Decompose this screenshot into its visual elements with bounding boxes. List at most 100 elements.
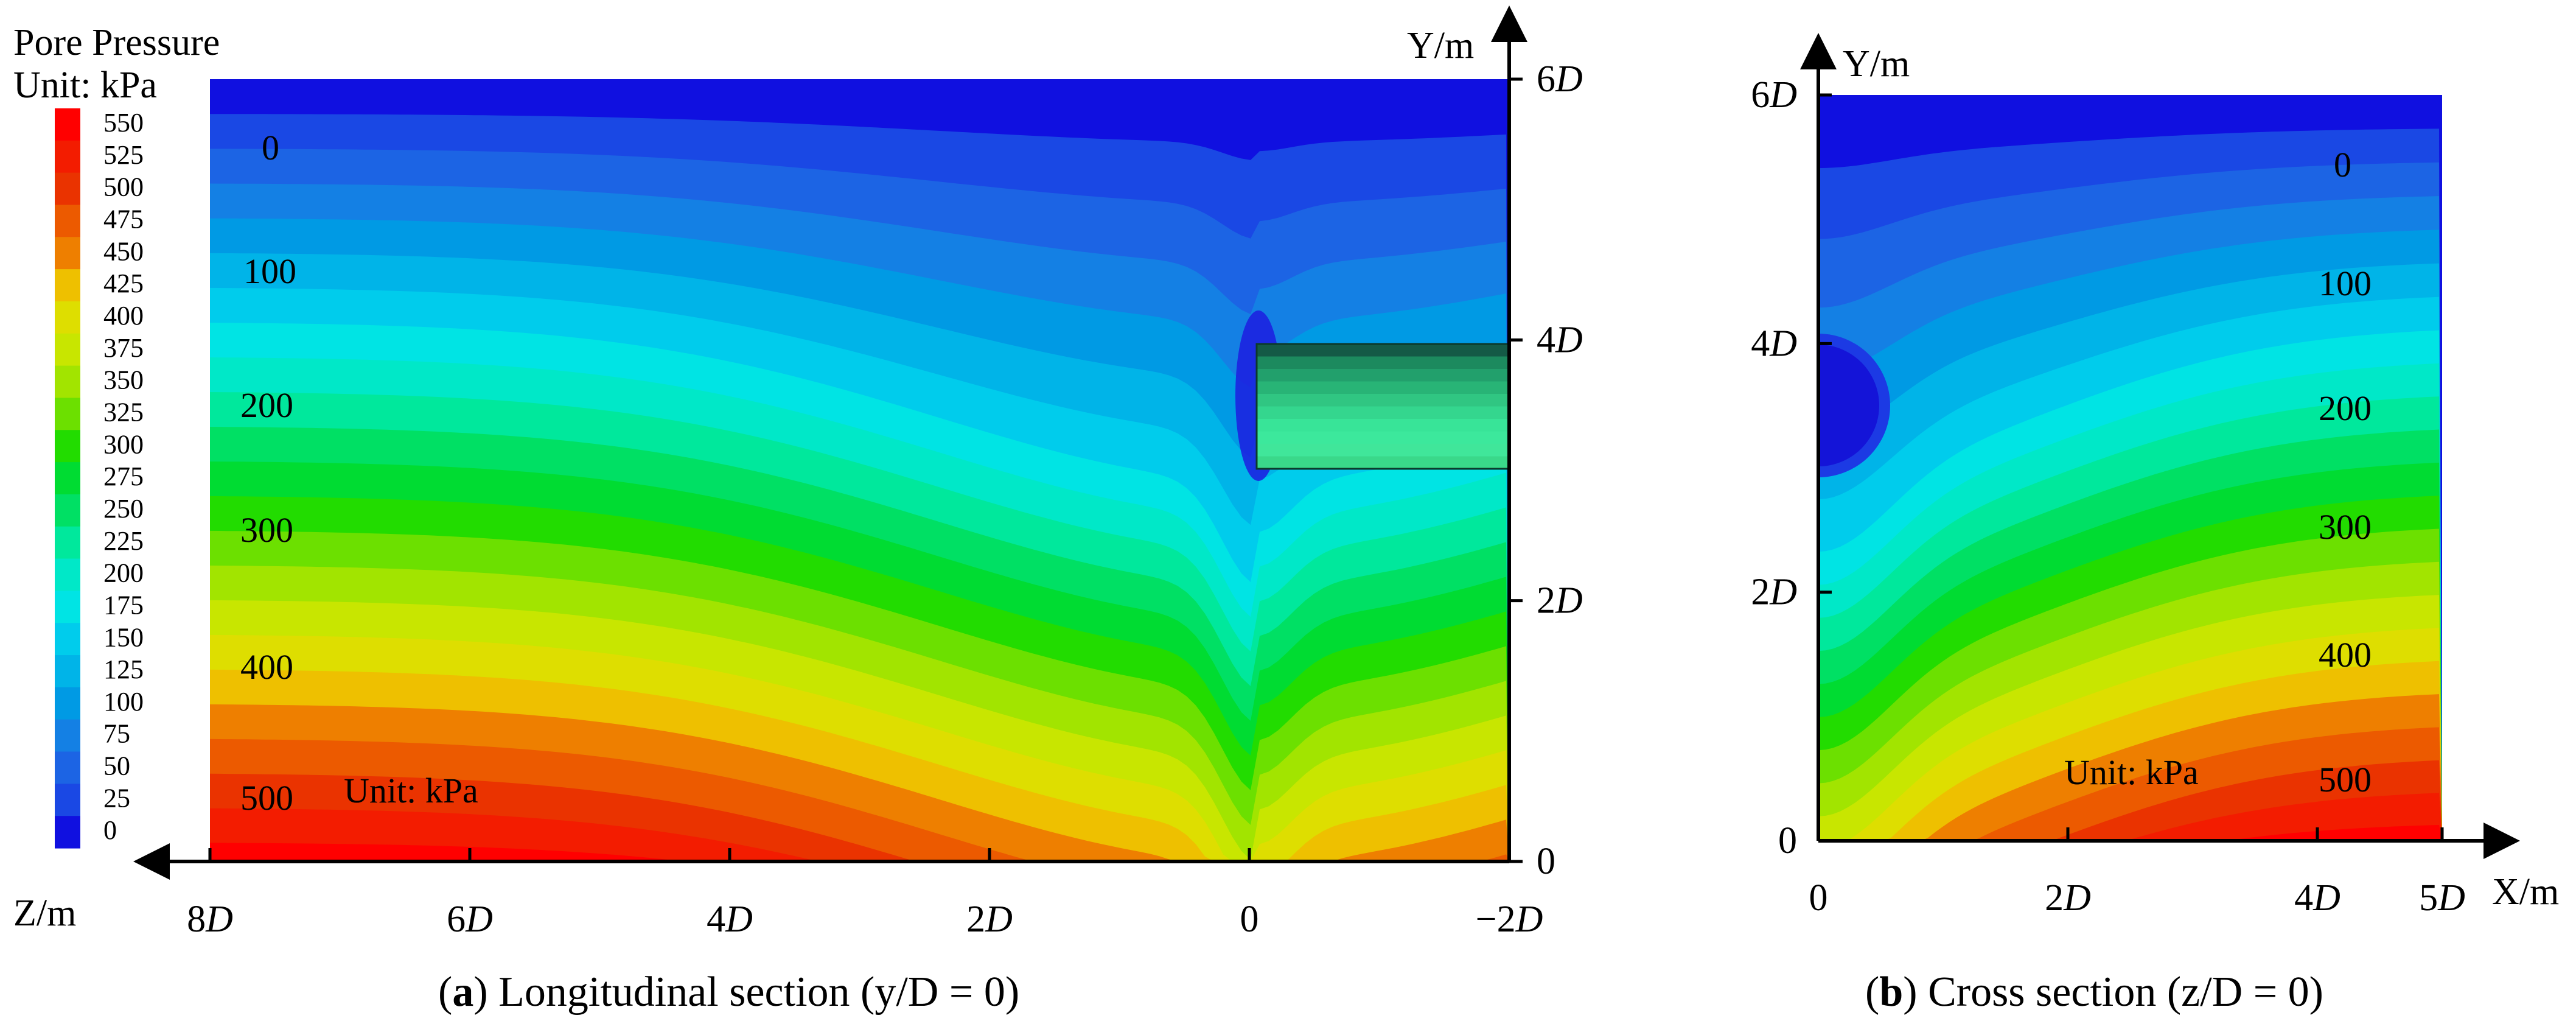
x-tick-label-b: 4D: [2294, 877, 2340, 919]
legend-level-label: 300: [103, 429, 144, 459]
legend-level-label: 150: [103, 622, 144, 652]
unit-label-a: Unit: kPa: [344, 771, 478, 810]
caption-b-condition: (z/D = 0): [2167, 969, 2323, 1016]
legend-title: Pore Pressure: [13, 22, 220, 63]
caption-a-label: a: [452, 969, 473, 1016]
legend-swatch: [55, 591, 80, 623]
legend-swatch: [55, 108, 80, 141]
legend-swatch: [55, 526, 80, 560]
legend-swatch: [55, 623, 80, 656]
contour-labels-a: 0 100 200 300 400 500: [240, 128, 296, 818]
legend-level-label: 175: [103, 590, 144, 620]
legend-swatch: [55, 172, 80, 206]
panel-cross-section: 0 100 200 300 400 500 0 2D 4D 5D 0 2D 4D 6D Unit: kP…: [1751, 33, 2559, 1016]
legend-level-label: 350: [103, 365, 144, 395]
legend-swatch: [55, 558, 80, 591]
x-tick-label-a: 6D: [447, 899, 493, 940]
y-tick-label-a: 0: [1537, 841, 1555, 882]
contour-label: 500: [240, 778, 293, 818]
unit-label-b: Unit: kPa: [2064, 753, 2199, 792]
legend-level-label: 400: [103, 301, 144, 331]
legend-level-label: 550: [103, 108, 144, 138]
contour-label: 0: [2334, 145, 2351, 184]
legend-swatch: [55, 687, 80, 720]
legend-level-label: 250: [103, 494, 144, 524]
y-tick-label-a: 2D: [1537, 580, 1583, 622]
tunnel-lining-stripe: [1257, 456, 1509, 469]
legend-level-label: 375: [103, 333, 144, 363]
legend-level-label: 325: [103, 397, 144, 427]
contour-bands-b: [1818, 95, 2442, 841]
y-tick-label-b: 6D: [1751, 74, 1797, 116]
contour-label: 200: [240, 385, 293, 425]
legend-level-label: 525: [103, 140, 144, 170]
legend-swatch: [55, 430, 80, 463]
contour-label: 300: [2319, 507, 2372, 547]
contour-band: [210, 807, 1509, 861]
legend-level-label: 0: [103, 815, 117, 845]
legend-swatch: [55, 205, 80, 237]
legend-level-label: 450: [103, 236, 144, 266]
y-tick-label-b: 0: [1778, 820, 1797, 861]
tunnel-lining-stripe: [1257, 419, 1509, 432]
legend-unit: Unit: kPa: [13, 65, 157, 106]
legend-swatch: [55, 816, 80, 849]
axes-a: 8D 6D 4D 2D 0 −2D 0 2D 4D 6D: [133, 5, 1583, 940]
tunnel-lining-stripe: [1257, 369, 1509, 382]
legend-level-label: 275: [103, 461, 144, 491]
legend-level-label: 100: [103, 687, 144, 717]
contour-labels-b: 0 100 200 300 400 500: [2319, 145, 2372, 799]
tunnel-lining-stripe: [1257, 444, 1509, 457]
legend-swatches: [55, 108, 80, 849]
legend-swatch: [55, 140, 80, 174]
contour-bands-a: [210, 79, 1509, 861]
tunnel-lining-stripe: [1257, 381, 1509, 395]
caption-b: (b) Cross section (z/D = 0): [1865, 969, 2323, 1016]
legend-level-label: 500: [103, 172, 144, 202]
y-tick-label-a: 4D: [1537, 319, 1583, 360]
contour-band: [1818, 789, 2442, 841]
colorbar-legend: Pore Pressure Unit: kPa 5505255004754504…: [13, 22, 220, 849]
contour-band: [210, 842, 1509, 861]
y-axis-title-a: Y/m: [1407, 25, 1474, 66]
legend-swatch: [55, 494, 80, 527]
tunnel-section: [1818, 345, 1879, 466]
legend-swatch: [55, 365, 80, 399]
legend-swatch: [55, 655, 80, 688]
caption-a: (a) Longitudinal section (y/D = 0): [438, 969, 1019, 1016]
x-tick-label-a: 8D: [187, 899, 233, 940]
tunnel-outline: [1255, 343, 1509, 470]
contour-label: 500: [2319, 760, 2372, 799]
legend-level-label: 125: [103, 654, 144, 684]
contour-label: 200: [2319, 388, 2372, 428]
legend-level-label: 225: [103, 526, 144, 556]
axes-b: 0 2D 4D 5D 0 2D 4D 6D: [1751, 33, 2520, 919]
contour-label: 100: [243, 251, 296, 291]
x-tick-label-a: −2D: [1476, 899, 1543, 940]
legend-swatch: [55, 269, 80, 302]
legend-level-label: 25: [103, 783, 130, 813]
legend-swatch: [55, 784, 80, 816]
contour-label: 0: [262, 128, 279, 167]
legend-swatch: [55, 237, 80, 270]
y-axis-title-b: Y/m: [1843, 43, 1910, 85]
y-tick-label-b: 2D: [1751, 572, 1797, 613]
legend-level-label: 75: [103, 719, 130, 749]
caption-b-text: Cross section: [1928, 969, 2156, 1016]
y-tick-label-a: 6D: [1537, 58, 1583, 100]
legend-level-label: 200: [103, 558, 144, 588]
contour-label: 400: [240, 647, 293, 687]
contour-band: [1818, 823, 2442, 841]
x-axis-title-a: Z/m: [13, 893, 76, 934]
caption-a-condition: (y/D = 0): [860, 969, 1019, 1016]
legend-swatch: [55, 301, 80, 334]
x-axis-title-b: X/m: [2492, 871, 2559, 913]
caption-a-text: Longitudinal section: [498, 969, 850, 1016]
legend-swatch: [55, 751, 80, 784]
legend-level-label: 50: [103, 751, 130, 781]
legend-swatch: [55, 719, 80, 753]
x-tick-label-a: 2D: [966, 899, 1013, 940]
x-tick-label-a: 0: [1240, 899, 1259, 940]
y-tick-label-b: 4D: [1751, 323, 1797, 364]
